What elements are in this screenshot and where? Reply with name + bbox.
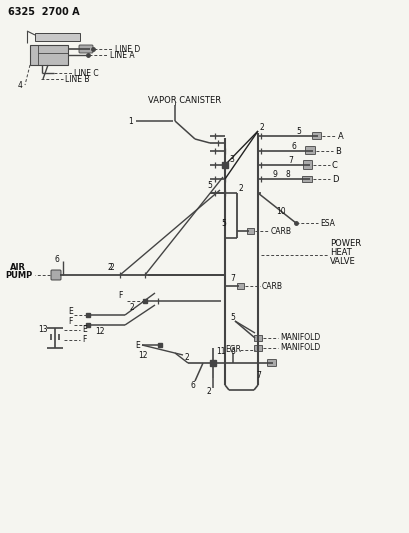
Text: 8: 8 [285,169,290,179]
Text: AIR: AIR [10,262,26,271]
Text: 2: 2 [110,262,115,271]
Text: EGR: EGR [225,345,240,354]
Text: CARB: CARB [261,281,282,290]
Text: 5: 5 [207,181,211,190]
Text: 12: 12 [95,327,104,335]
Polygon shape [35,33,80,41]
Text: 2: 2 [259,123,264,132]
Text: 2: 2 [238,183,243,192]
Text: D: D [331,174,338,183]
Text: 6: 6 [291,141,296,150]
Text: 6325  2700 A: 6325 2700 A [8,7,79,17]
FancyBboxPatch shape [267,359,276,367]
Text: HEAT: HEAT [329,247,351,256]
FancyBboxPatch shape [254,345,261,351]
Text: MANIFOLD: MANIFOLD [279,343,319,352]
Text: 1: 1 [128,117,133,125]
Text: MANIFOLD: MANIFOLD [279,334,319,343]
Text: 7: 7 [255,370,260,379]
Text: 5: 5 [229,313,234,322]
Text: E: E [82,326,87,335]
Text: 5: 5 [220,219,225,228]
Text: 6: 6 [230,346,235,356]
Text: CARB: CARB [270,227,291,236]
Text: F: F [68,317,72,326]
Text: F: F [82,335,86,344]
Text: 10: 10 [275,206,285,215]
FancyBboxPatch shape [303,160,312,169]
Text: 2: 2 [108,262,112,271]
Text: E: E [68,306,72,316]
Text: ESA: ESA [319,219,334,228]
FancyBboxPatch shape [30,45,68,65]
Text: VALVE: VALVE [329,256,355,265]
Text: E: E [135,341,139,350]
Text: 7: 7 [287,156,292,165]
Text: VAPOR CANISTER: VAPOR CANISTER [148,95,220,104]
Text: 4: 4 [18,80,23,90]
FancyBboxPatch shape [305,147,315,155]
Text: LINE A: LINE A [110,51,134,60]
FancyBboxPatch shape [312,133,321,140]
FancyBboxPatch shape [236,283,243,289]
FancyBboxPatch shape [301,176,311,182]
Text: 3: 3 [229,155,233,164]
Text: PUMP: PUMP [5,271,32,279]
Text: LINE D: LINE D [115,44,140,53]
FancyBboxPatch shape [79,45,93,53]
Text: F: F [118,290,122,300]
Text: POWER: POWER [329,238,360,247]
Text: 6: 6 [191,381,196,390]
Text: C: C [331,160,337,169]
FancyBboxPatch shape [51,270,61,280]
FancyBboxPatch shape [246,228,254,234]
Text: 5: 5 [295,126,300,135]
Text: B: B [334,147,340,156]
Text: 12: 12 [138,351,147,359]
Text: 9: 9 [272,169,277,179]
Text: A: A [337,132,343,141]
Text: 2: 2 [207,386,211,395]
FancyBboxPatch shape [254,335,261,341]
Text: 7: 7 [229,273,234,282]
Text: 13: 13 [38,326,47,335]
Text: 11: 11 [216,346,225,356]
Text: LINE B: LINE B [65,75,89,84]
Text: LINE C: LINE C [74,69,99,77]
Text: 2: 2 [130,303,135,311]
Text: 6: 6 [55,254,60,263]
Text: 2: 2 [184,353,189,362]
